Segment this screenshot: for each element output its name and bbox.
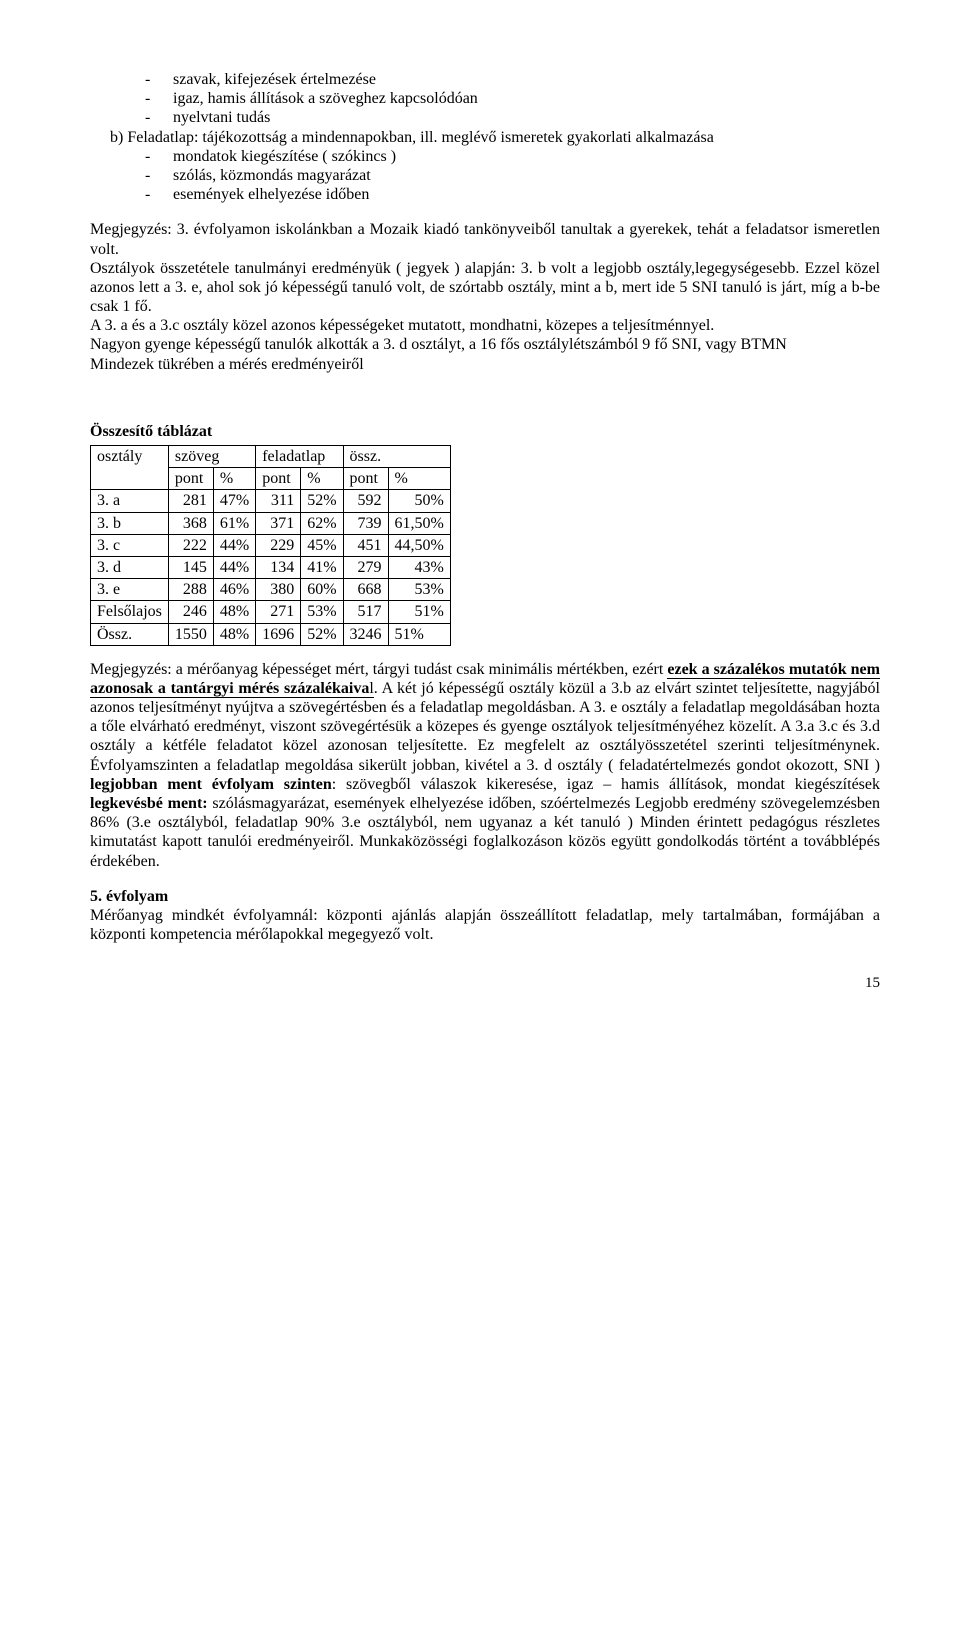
cell: 46% [213,579,255,601]
note-paragraph-5: Mindezek tükrében a mérés eredményeiről [90,355,880,374]
cell: 145 [168,556,213,578]
cell: 380 [256,579,301,601]
list-item: szavak, kifejezések értelmezése [145,70,880,89]
cell: 451 [343,534,388,556]
cell: 668 [343,579,388,601]
cell: 48% [213,601,255,623]
cell: Össz. [91,623,169,645]
cell: 3. b [91,512,169,534]
list-item: igaz, hamis állítások a szöveghez kapcso… [145,89,880,108]
cell: 44% [213,534,255,556]
list-item: szólás, közmondás magyarázat [145,166,880,185]
cell: 53% [388,579,450,601]
cell: 592 [343,490,388,512]
cell: 3. a [91,490,169,512]
paragraph-5-evfolyam: Mérőanyag mindkét évfolyamnál: központi … [90,906,880,944]
col-szoveg: szöveg [168,446,255,468]
top-bullet-list: szavak, kifejezések értelmezése igaz, ha… [145,70,880,128]
cell: 281 [168,490,213,512]
cell: 3. c [91,534,169,556]
cell: 62% [301,512,343,534]
cell: 50% [388,490,450,512]
table-row: 3. c 222 44% 229 45% 451 44,50% [91,534,451,556]
subcol: pont [256,468,301,490]
cell: 3. e [91,579,169,601]
col-osztaly: osztály [91,446,169,490]
col-ossz: össz. [343,446,450,468]
cell: 517 [343,601,388,623]
subcol: pont [168,468,213,490]
cell: 44,50% [388,534,450,556]
cell: 52% [301,490,343,512]
cell: 1550 [168,623,213,645]
cell: 279 [343,556,388,578]
table-header-row: osztály szöveg feladatlap össz. [91,446,451,468]
cell: 53% [301,601,343,623]
table-title: Összesítő táblázat [90,422,880,441]
cell: 52% [301,623,343,645]
table-row: 3. e 288 46% 380 60% 668 53% [91,579,451,601]
cell: 229 [256,534,301,556]
cell: 222 [168,534,213,556]
col-feladatlap: feladatlap [256,446,343,468]
cell: 1696 [256,623,301,645]
table-row-total: Össz. 1550 48% 1696 52% 3246 51% [91,623,451,645]
cell: 368 [168,512,213,534]
cell: 271 [256,601,301,623]
subcol: pont [343,468,388,490]
table-row: 3. d 145 44% 134 41% 279 43% [91,556,451,578]
text-bold: legjobban ment évfolyam szinten [90,776,332,793]
list-item: mondatok kiegészítése ( szókincs ) [145,147,880,166]
cell: 61% [213,512,255,534]
cell: 45% [301,534,343,556]
text: : szövegből válaszok kikeresése, igaz – … [332,776,880,793]
page-number: 15 [90,974,880,992]
cell: 288 [168,579,213,601]
subcol: % [388,468,450,490]
list-item: nyelvtani tudás [145,108,880,127]
cell: 311 [256,490,301,512]
cell: 41% [301,556,343,578]
cell: 246 [168,601,213,623]
heading-5-evfolyam: 5. évfolyam [90,887,880,906]
cell: 739 [343,512,388,534]
list-item: események elhelyezése időben [145,185,880,204]
megjegyzes-paragraph: Megjegyzés: a mérőanyag képességet mért,… [90,660,880,871]
table-row: 3. a 281 47% 311 52% 592 50% [91,490,451,512]
cell: 51% [388,601,450,623]
section-b-line: b) Feladatlap: tájékozottság a mindennap… [110,128,880,147]
note-paragraph-2: Osztályok összetétele tanulmányi eredmén… [90,259,880,317]
cell: 47% [213,490,255,512]
b-bullet-list: mondatok kiegészítése ( szókincs ) szólá… [145,147,880,205]
cell: 134 [256,556,301,578]
cell: 371 [256,512,301,534]
table-row: 3. b 368 61% 371 62% 739 61,50% [91,512,451,534]
note-paragraph-4: Nagyon gyenge képességű tanulók alkották… [90,335,880,354]
cell: 3. d [91,556,169,578]
subcol: % [213,468,255,490]
cell: 61,50% [388,512,450,534]
cell: 48% [213,623,255,645]
cell: 3246 [343,623,388,645]
table-row: Felsőlajos 246 48% 271 53% 517 51% [91,601,451,623]
text: Megjegyzés: a mérőanyag képességet mért,… [90,661,667,678]
cell: 43% [388,556,450,578]
summary-table: osztály szöveg feladatlap össz. pont % p… [90,445,451,646]
cell: 60% [301,579,343,601]
cell: Felsőlajos [91,601,169,623]
text-bold: legkevésbé ment: [90,795,208,812]
note-paragraph-3: A 3. a és a 3.c osztály közel azonos kép… [90,316,880,335]
note-paragraph-1: Megjegyzés: 3. évfolyamon iskolánkban a … [90,220,880,258]
subcol: % [301,468,343,490]
cell: 51% [388,623,450,645]
text: szólásmagyarázat, események elhelyezése … [90,795,880,870]
cell: 44% [213,556,255,578]
